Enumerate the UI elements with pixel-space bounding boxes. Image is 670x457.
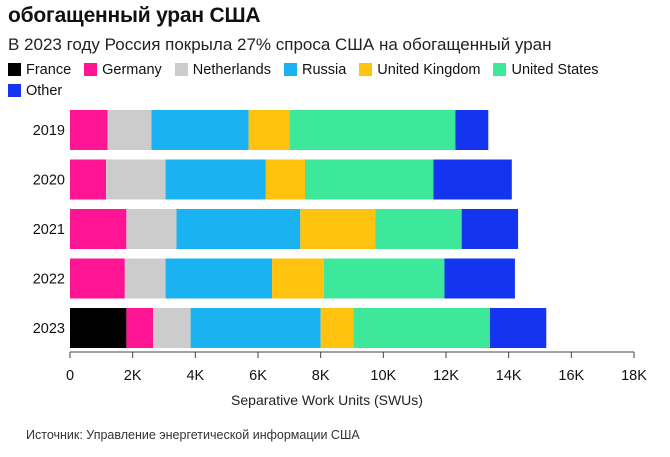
bar-united-kingdom-2021 <box>300 209 376 249</box>
legend-item-other: Other <box>8 82 62 99</box>
x-tick-label: 16K <box>558 368 584 384</box>
bar-netherlands-2020 <box>106 159 166 200</box>
bar-germany-2019 <box>70 110 108 150</box>
x-tick-label: 10K <box>370 368 396 384</box>
bar-united-kingdom-2022 <box>272 258 324 299</box>
source-note: Источник: Управление энергетической инфо… <box>26 428 360 442</box>
bar-netherlands-2022 <box>124 258 166 299</box>
bar-united-states-2023 <box>353 308 490 348</box>
legend-item-united-states: United States <box>493 61 599 78</box>
x-tick-label: 14K <box>496 368 522 384</box>
x-tick-label: 18K <box>621 368 647 384</box>
bar-united-states-2022 <box>323 258 445 299</box>
legend-swatch <box>283 63 297 76</box>
y-tick-label: 2021 <box>33 222 65 238</box>
legend-label: Russia <box>301 61 347 78</box>
bar-netherlands-2019 <box>107 110 152 150</box>
bar-germany-2021 <box>70 209 127 249</box>
bar-germany-2023 <box>126 308 154 348</box>
bar-other-2019 <box>455 110 489 150</box>
bar-united-kingdom-2020 <box>265 159 305 200</box>
x-axis-label: Separative Work Units (SWUs) <box>231 392 423 408</box>
legend-item-netherlands: Netherlands <box>174 61 271 78</box>
y-tick-label: 2022 <box>33 272 65 288</box>
x-tick-label: 4K <box>186 368 204 384</box>
y-tick-label: 2020 <box>33 173 65 189</box>
legend: France Germany Netherlands Russia United Kin… <box>8 61 648 99</box>
bar-other-2020 <box>433 159 512 200</box>
legend-swatch <box>359 63 373 76</box>
bar-united-states-2020 <box>305 159 434 200</box>
legend-swatch <box>84 63 98 76</box>
legend-label: United Kingdom <box>377 61 481 78</box>
legend-label: United States <box>511 61 599 78</box>
legend-label: France <box>26 61 72 78</box>
x-tick-label: 12K <box>433 368 459 384</box>
chart-title: обогащенный уран США <box>8 4 261 27</box>
y-tick-label: 2019 <box>33 123 65 139</box>
legend-label: Other <box>26 82 63 99</box>
bar-netherlands-2021 <box>126 209 177 249</box>
legend-item-france: France <box>8 61 71 78</box>
legend-swatch <box>493 63 507 76</box>
legend-label: Germany <box>102 61 162 78</box>
legend-item-united-kingdom: United Kingdom <box>359 61 480 78</box>
bar-russia-2023 <box>190 308 321 348</box>
x-tick-label: 2K <box>124 368 142 384</box>
bar-netherlands-2023 <box>153 308 191 348</box>
bar-other-2023 <box>489 308 547 348</box>
legend-swatch <box>8 84 21 97</box>
bar-united-states-2021 <box>375 209 462 249</box>
legend-item-germany: Germany <box>84 61 162 78</box>
bar-russia-2019 <box>151 110 249 150</box>
x-tick-label: 8K <box>312 368 330 384</box>
bar-other-2021 <box>461 209 519 249</box>
bar-russia-2021 <box>176 209 301 249</box>
bar-france-2023 <box>70 308 127 348</box>
bar-germany-2020 <box>70 159 107 200</box>
x-tick-label: 6K <box>249 368 267 384</box>
legend-label: Netherlands <box>192 61 271 78</box>
bar-russia-2022 <box>165 258 273 299</box>
chart-subtitle: В 2023 году Россия покрыла 27% спроса СШ… <box>8 35 552 54</box>
bar-united-kingdom-2019 <box>248 110 290 150</box>
bar-united-kingdom-2023 <box>320 308 354 348</box>
bar-germany-2022 <box>70 258 125 299</box>
legend-item-russia: Russia <box>283 61 347 78</box>
legend-swatch <box>8 63 21 76</box>
bar-other-2022 <box>444 258 515 299</box>
legend-swatch <box>174 63 188 76</box>
y-tick-label: 2023 <box>33 321 65 337</box>
bar-russia-2020 <box>165 159 266 200</box>
bar-united-states-2019 <box>289 110 456 150</box>
x-tick-label: 0 <box>66 368 74 384</box>
